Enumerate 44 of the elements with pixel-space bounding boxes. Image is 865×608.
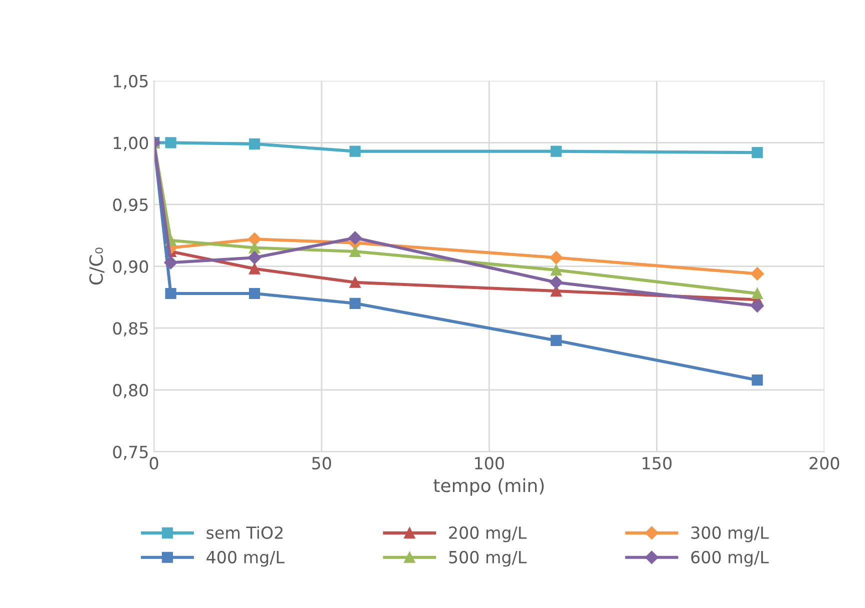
point [165, 137, 176, 148]
point [164, 256, 178, 270]
point [248, 263, 260, 274]
legend-label: 500 mg/L [449, 550, 527, 567]
point [248, 288, 260, 300]
point [752, 374, 763, 386]
point [550, 276, 563, 289]
point [248, 242, 260, 254]
x-tick-label: 50 [312, 456, 332, 470]
point [165, 288, 176, 300]
y-tick-label: 0,85 [113, 322, 148, 336]
legend-label: sem TiO2 [206, 526, 283, 539]
legend-label: 400 mg/L [206, 550, 284, 567]
point [248, 251, 262, 264]
point [550, 334, 562, 346]
y-tick-label: 1,05 [114, 74, 148, 90]
legend-label: 600 mg/L [691, 550, 769, 567]
point [750, 299, 764, 312]
point [750, 267, 764, 280]
y-tick-label: 0,80 [113, 384, 148, 398]
y-tick-label: 1,00 [114, 136, 148, 151]
point [350, 246, 361, 258]
point [248, 138, 260, 150]
x-tick-label: 0 [150, 456, 158, 470]
y-axis-title: C/C₀ [89, 248, 104, 285]
point [350, 146, 361, 157]
x-tick-label: 100 [475, 456, 504, 470]
legend-label: 300 mg/L [691, 526, 769, 542]
point [550, 146, 562, 157]
point [348, 231, 362, 244]
y-tick-label: 0,95 [113, 198, 148, 213]
x-axis-title: tempo (min) [434, 478, 544, 496]
y-tick-label: 0,75 [113, 446, 148, 460]
point [752, 288, 763, 300]
point [550, 264, 562, 276]
point [350, 276, 361, 288]
y-tick-label: 0,90 [113, 260, 148, 275]
point [550, 251, 563, 264]
x-tick-label: 200 [810, 456, 840, 470]
point [752, 147, 763, 158]
point [350, 298, 361, 309]
point [248, 232, 262, 246]
legend-label: 200 mg/L [449, 526, 527, 542]
x-tick-label: 150 [642, 456, 672, 470]
